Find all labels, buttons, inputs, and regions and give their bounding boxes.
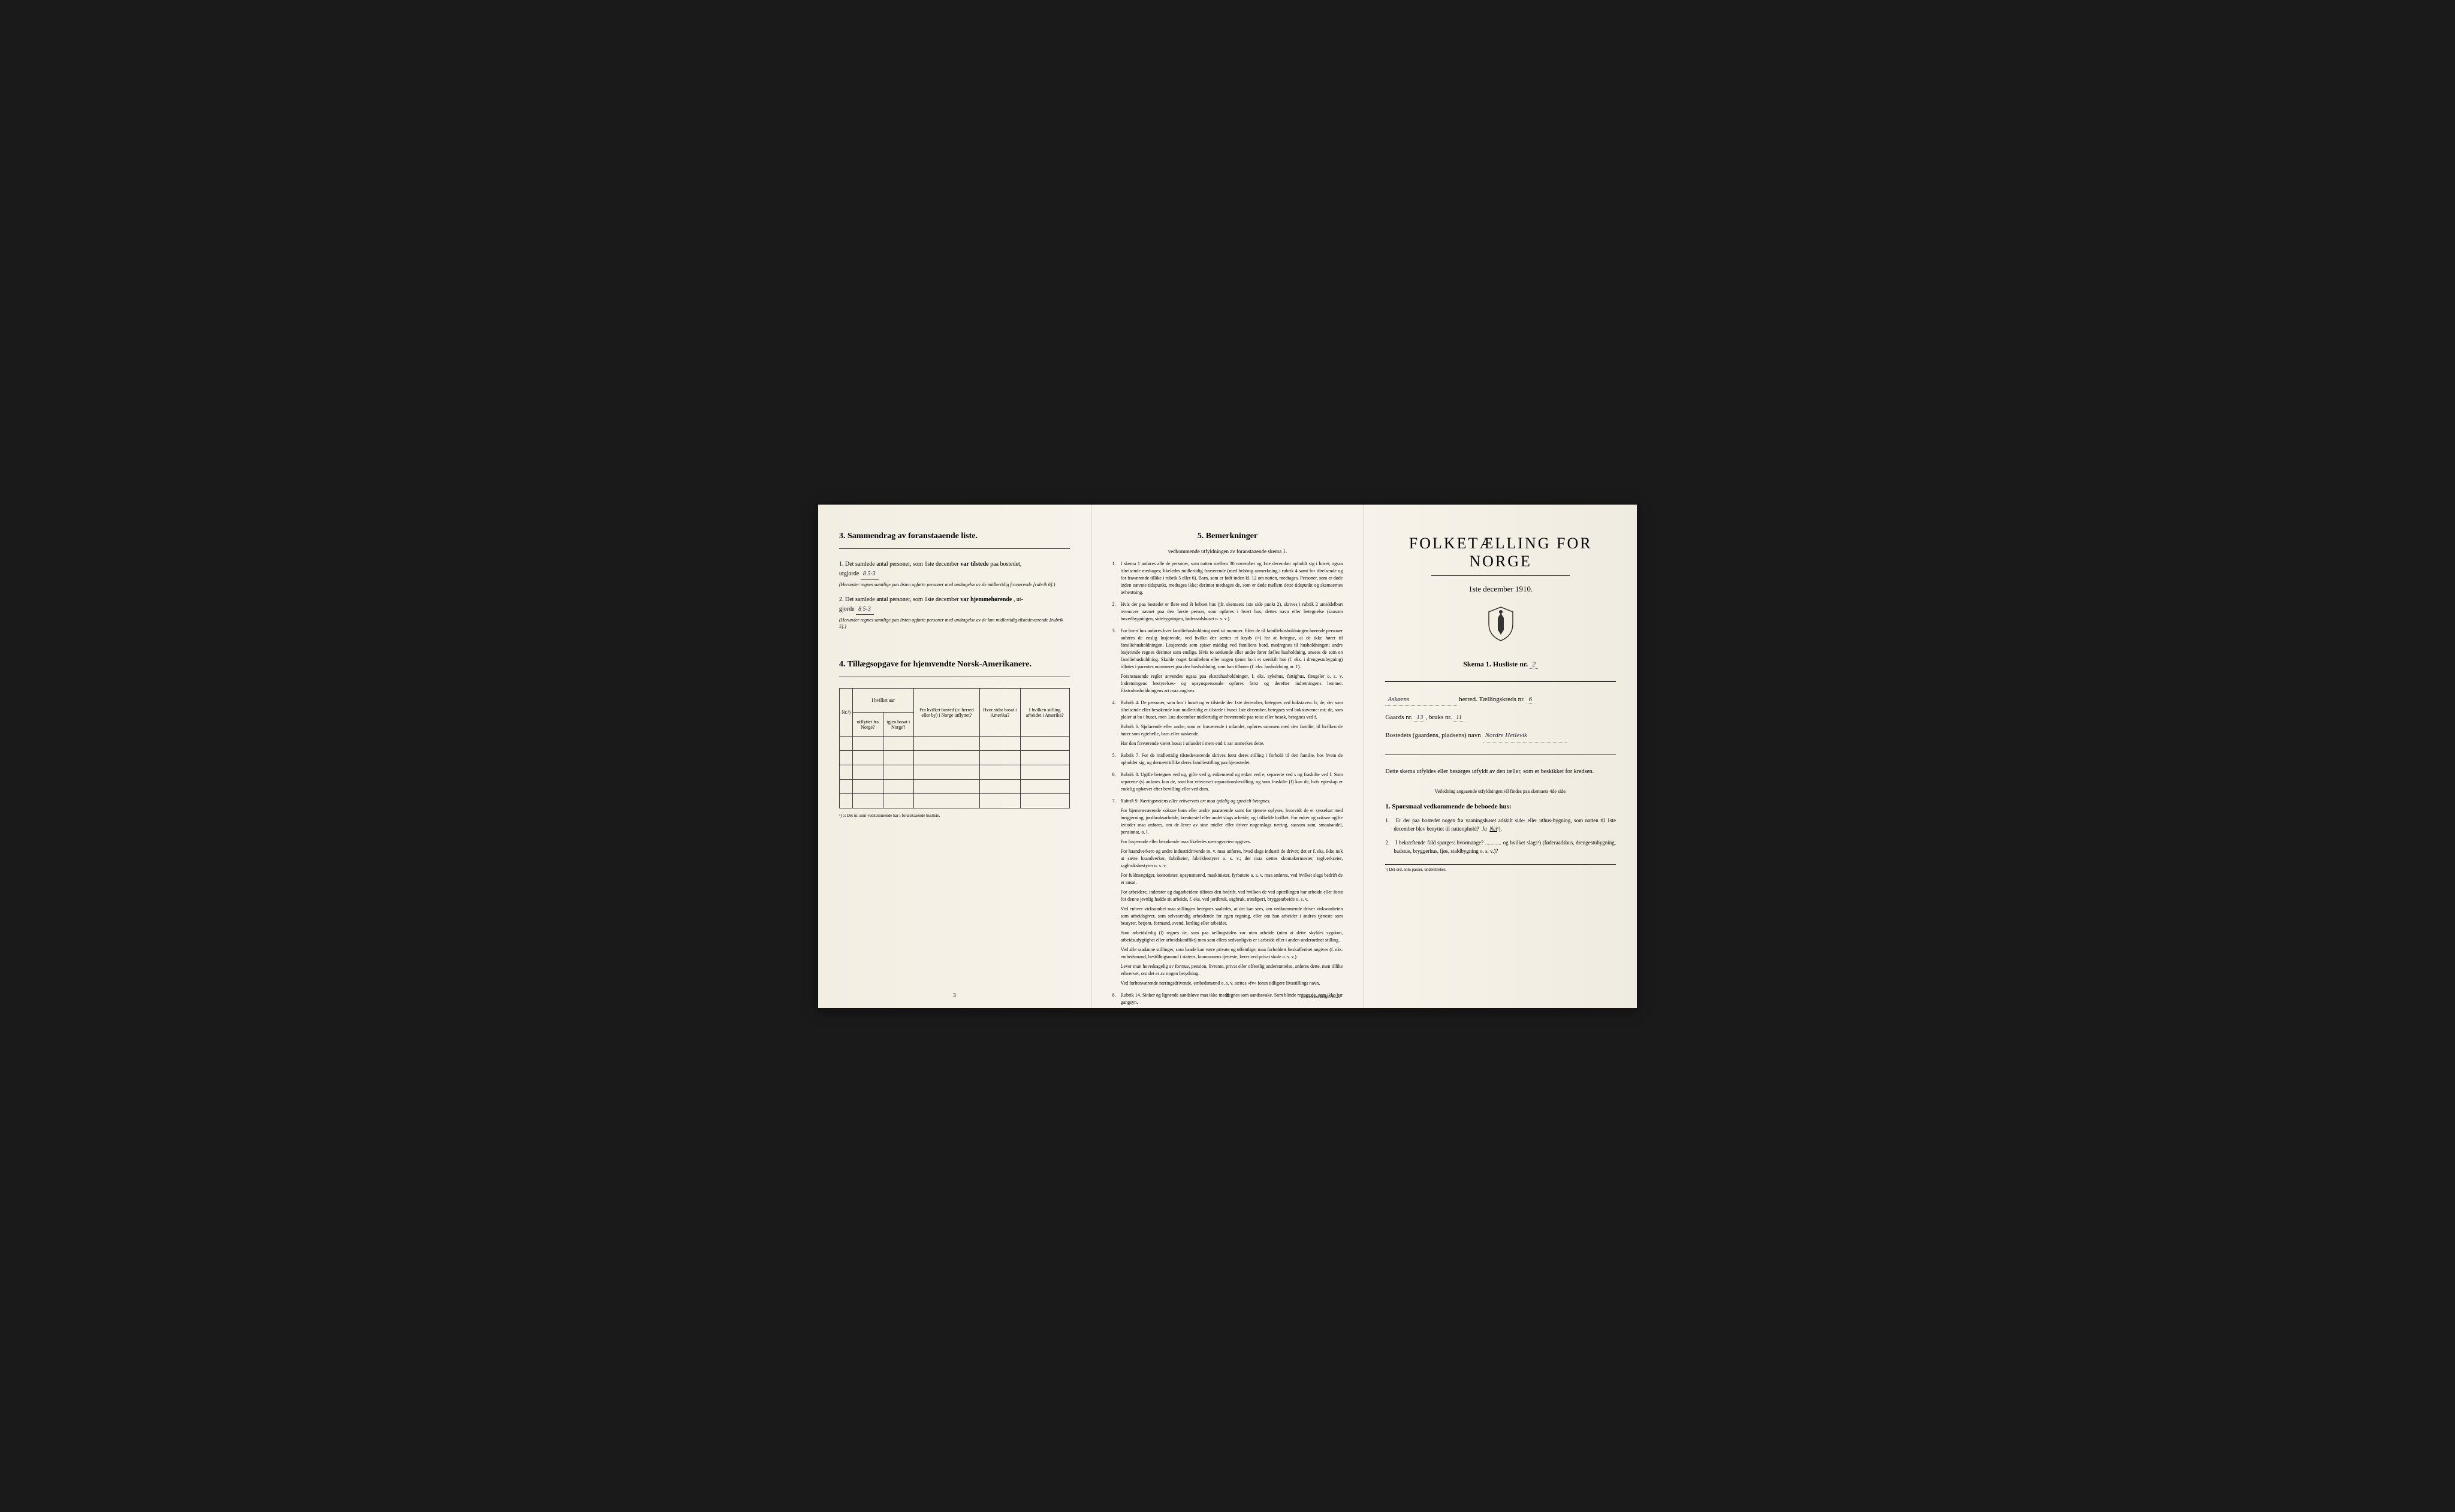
hjemme-value: 8 5-3 (856, 605, 874, 615)
gaards-nr: 13 (1414, 714, 1425, 722)
page-1: FOLKETÆLLING FOR NORGE 1ste december 191… (1364, 505, 1637, 1008)
herred-line: Askøens herred. Tællingskreds nr. 6 (1385, 694, 1616, 707)
footnote: ¹) Det ord, som passer, understrekes. (1385, 864, 1616, 872)
coat-of-arms-icon (1385, 606, 1616, 645)
col-utflyttet: utflyttet fra Norge? (853, 713, 883, 737)
page-number: 3 (953, 992, 956, 999)
table-row (840, 780, 1070, 794)
gaards-line: Gaards nr. 13, bruks nr. 11 (1385, 712, 1616, 724)
item1-note: (Herunder regnes samtlige paa listen opf… (839, 581, 1070, 588)
remark-3: For hvert hus anføres hver familiehushol… (1112, 627, 1343, 695)
amerikanere-table: Nr.¹) I hvilket aar Fra hvilket bosted (… (839, 688, 1070, 808)
question-2: 2. I bekræftende fald spørges: hvormange… (1394, 838, 1616, 856)
col-nr: Nr.¹) (840, 689, 853, 737)
remarks-list: I skema 1 anføres alle de personer, som … (1112, 560, 1343, 1006)
tilstede-value: 8 5-3 (861, 569, 879, 580)
section4-heading: 4. Tillægsopgave for hjemvendte Norsk-Am… (839, 660, 1070, 669)
remark-4: Rubrik 4. De personer, som bor i huset o… (1112, 699, 1343, 747)
item-2: 2. Det samlede antal personer, som 1ste … (839, 595, 1070, 630)
info-text: Dette skema utfyldes eller besørges utfy… (1385, 767, 1616, 777)
nei-answer: Nei (1489, 826, 1497, 832)
info-small: Veiledning angaaende utfyldningen vil fi… (1385, 789, 1616, 794)
bosted-line: Bostedets (gaardens, pladsens) navn Nord… (1385, 730, 1616, 743)
table-row (840, 765, 1070, 780)
col-stilling: I hvilken stilling arbeidet i Amerika? (1020, 689, 1069, 737)
main-title: FOLKETÆLLING FOR NORGE (1385, 535, 1616, 571)
page-number: 4 (1226, 992, 1229, 999)
divider (1385, 681, 1616, 682)
col-bosat: igjen bosat i Norge? (883, 713, 913, 737)
census-document: 3. Sammendrag av foranstaaende liste. 1.… (818, 505, 1637, 1008)
table-row (840, 794, 1070, 808)
col-bosted: Fra hvilket bosted (ɔ: herred eller by) … (913, 689, 979, 737)
remark-6: Rubrik 8. Ugifte betegnes ved ug, gifte … (1112, 771, 1343, 793)
question-1: 1. Er der paa bostedet nogen fra vaaning… (1394, 816, 1616, 834)
divider (839, 548, 1070, 549)
schema-line: Skema 1. Husliste nr. 2 (1385, 660, 1616, 669)
remark-1: I skema 1 anføres alle de personer, som … (1112, 560, 1343, 596)
table4-footnote: ¹) ɔ: Det nr. som vedkommende har i fora… (839, 813, 1070, 818)
remark-7: Rubrik 9. Næringsveiens eller erhvervets… (1112, 798, 1343, 987)
col-amerika: Hvor sidst bosat i Amerika? (979, 689, 1020, 737)
divider (1431, 575, 1570, 576)
col-aar: I hvilket aar (853, 689, 914, 713)
section3-heading: 3. Sammendrag av foranstaaende liste. (839, 532, 1070, 541)
page-3: 3. Sammendrag av foranstaaende liste. 1.… (818, 505, 1091, 1008)
table-row (840, 751, 1070, 765)
printer-mark: Steen'ske Bogtr. Kr.a. (1304, 994, 1340, 999)
date: 1ste december 1910. (1385, 584, 1616, 594)
herred-value: Askøens (1385, 694, 1457, 707)
item2-note: (Herunder regnes samtlige paa listen opf… (839, 617, 1070, 630)
table-row (840, 737, 1070, 751)
bruks-nr: 11 (1453, 714, 1464, 722)
remark-2: Hvis der paa bostedet er flere end ét be… (1112, 601, 1343, 623)
husliste-nr: 2 (1530, 660, 1538, 669)
question-header: 1. Spørsmaal vedkommende de beboede hus: (1385, 803, 1616, 810)
remark-5: Rubrik 7. For de midlertidig tilstedevær… (1112, 752, 1343, 766)
item-1: 1. Det samlede antal personer, som 1ste … (839, 560, 1070, 588)
section5-subtitle: vedkommende utfyldningen av foranstaaend… (1112, 548, 1343, 554)
bosted-value: Nordre Hetlevik (1483, 730, 1567, 743)
page-4: 5. Bemerkninger vedkommende utfyldningen… (1091, 505, 1365, 1008)
section5-heading: 5. Bemerkninger (1112, 532, 1343, 541)
kreds-nr: 6 (1527, 696, 1535, 704)
